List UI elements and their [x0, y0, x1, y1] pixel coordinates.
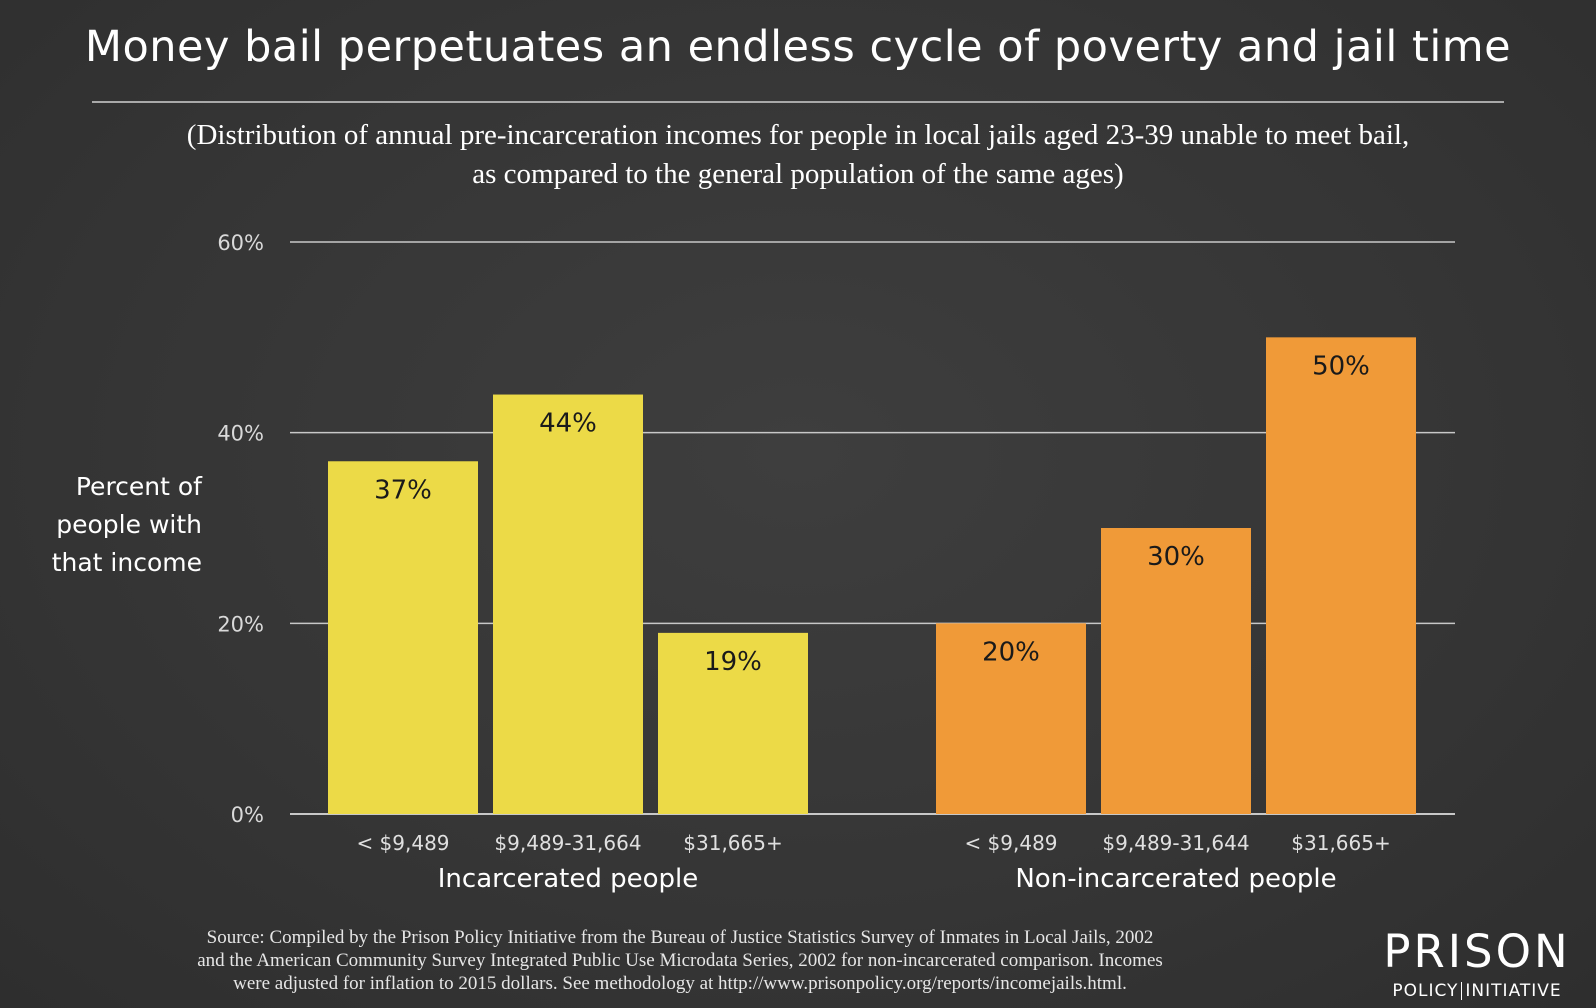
y-axis-label-line-3: that income [51, 548, 202, 577]
source-note: Source: Compiled by the Prison Policy In… [30, 926, 1330, 995]
y-tick-label: 20% [217, 612, 264, 636]
bar-value-label: 20% [982, 637, 1040, 667]
logo-word-initiative: INITIATIVE [1465, 981, 1562, 1001]
logo-word-policy: POLICY [1392, 981, 1459, 1001]
y-axis-label: Percent of people with that income [30, 468, 202, 582]
source-line-2: and the American Community Survey Integr… [197, 950, 1163, 971]
bar [328, 461, 478, 814]
bar-value-label: 30% [1147, 542, 1205, 572]
source-line-1: Source: Compiled by the Prison Policy In… [206, 927, 1154, 948]
bar [493, 394, 643, 814]
y-tick-label: 60% [217, 231, 264, 255]
bar [1101, 528, 1251, 814]
prison-policy-initiative-logo: PRISON POLICY INITIATIVE [1372, 928, 1582, 1002]
bar [1266, 337, 1416, 814]
subtitle-line-1: (Distribution of annual pre-incarceratio… [186, 119, 1410, 151]
y-tick-label: 40% [217, 422, 264, 446]
logo-wordmark-bottom: POLICY INITIATIVE [1372, 980, 1582, 1002]
x-category-label: $31,665+ [1291, 831, 1390, 855]
title-divider [92, 101, 1504, 103]
y-axis-label-line-2: people with [56, 510, 202, 539]
bar-value-label: 37% [374, 475, 432, 505]
y-tick-label: 0% [231, 803, 264, 827]
bar-value-label: 44% [539, 409, 597, 439]
bar-value-label: 50% [1312, 351, 1370, 381]
x-category-label: < $9,489 [356, 831, 449, 855]
group-label: Non-incarcerated people [1015, 864, 1336, 894]
subtitle-line-2: as compared to the general population of… [472, 158, 1124, 190]
bar-value-label: 19% [704, 647, 762, 677]
x-category-label: $9,489-31,664 [494, 831, 641, 855]
y-axis-label-line-1: Percent of [75, 472, 202, 501]
logo-separator [1461, 982, 1463, 1000]
bar [936, 623, 1086, 814]
x-category-label: $31,665+ [683, 831, 782, 855]
logo-wordmark-top: PRISON [1383, 925, 1571, 978]
x-category-label: $9,489-31,644 [1102, 831, 1249, 855]
bar [658, 632, 808, 814]
group-label: Incarcerated people [438, 864, 699, 894]
chart-subtitle: (Distribution of annual pre-incarceratio… [40, 116, 1556, 194]
x-category-label: < $9,489 [964, 831, 1057, 855]
source-line-3: were adjusted for inflation to 2015 doll… [233, 973, 1127, 994]
chart-title: Money bail perpetuates an endless cycle … [84, 22, 1512, 72]
